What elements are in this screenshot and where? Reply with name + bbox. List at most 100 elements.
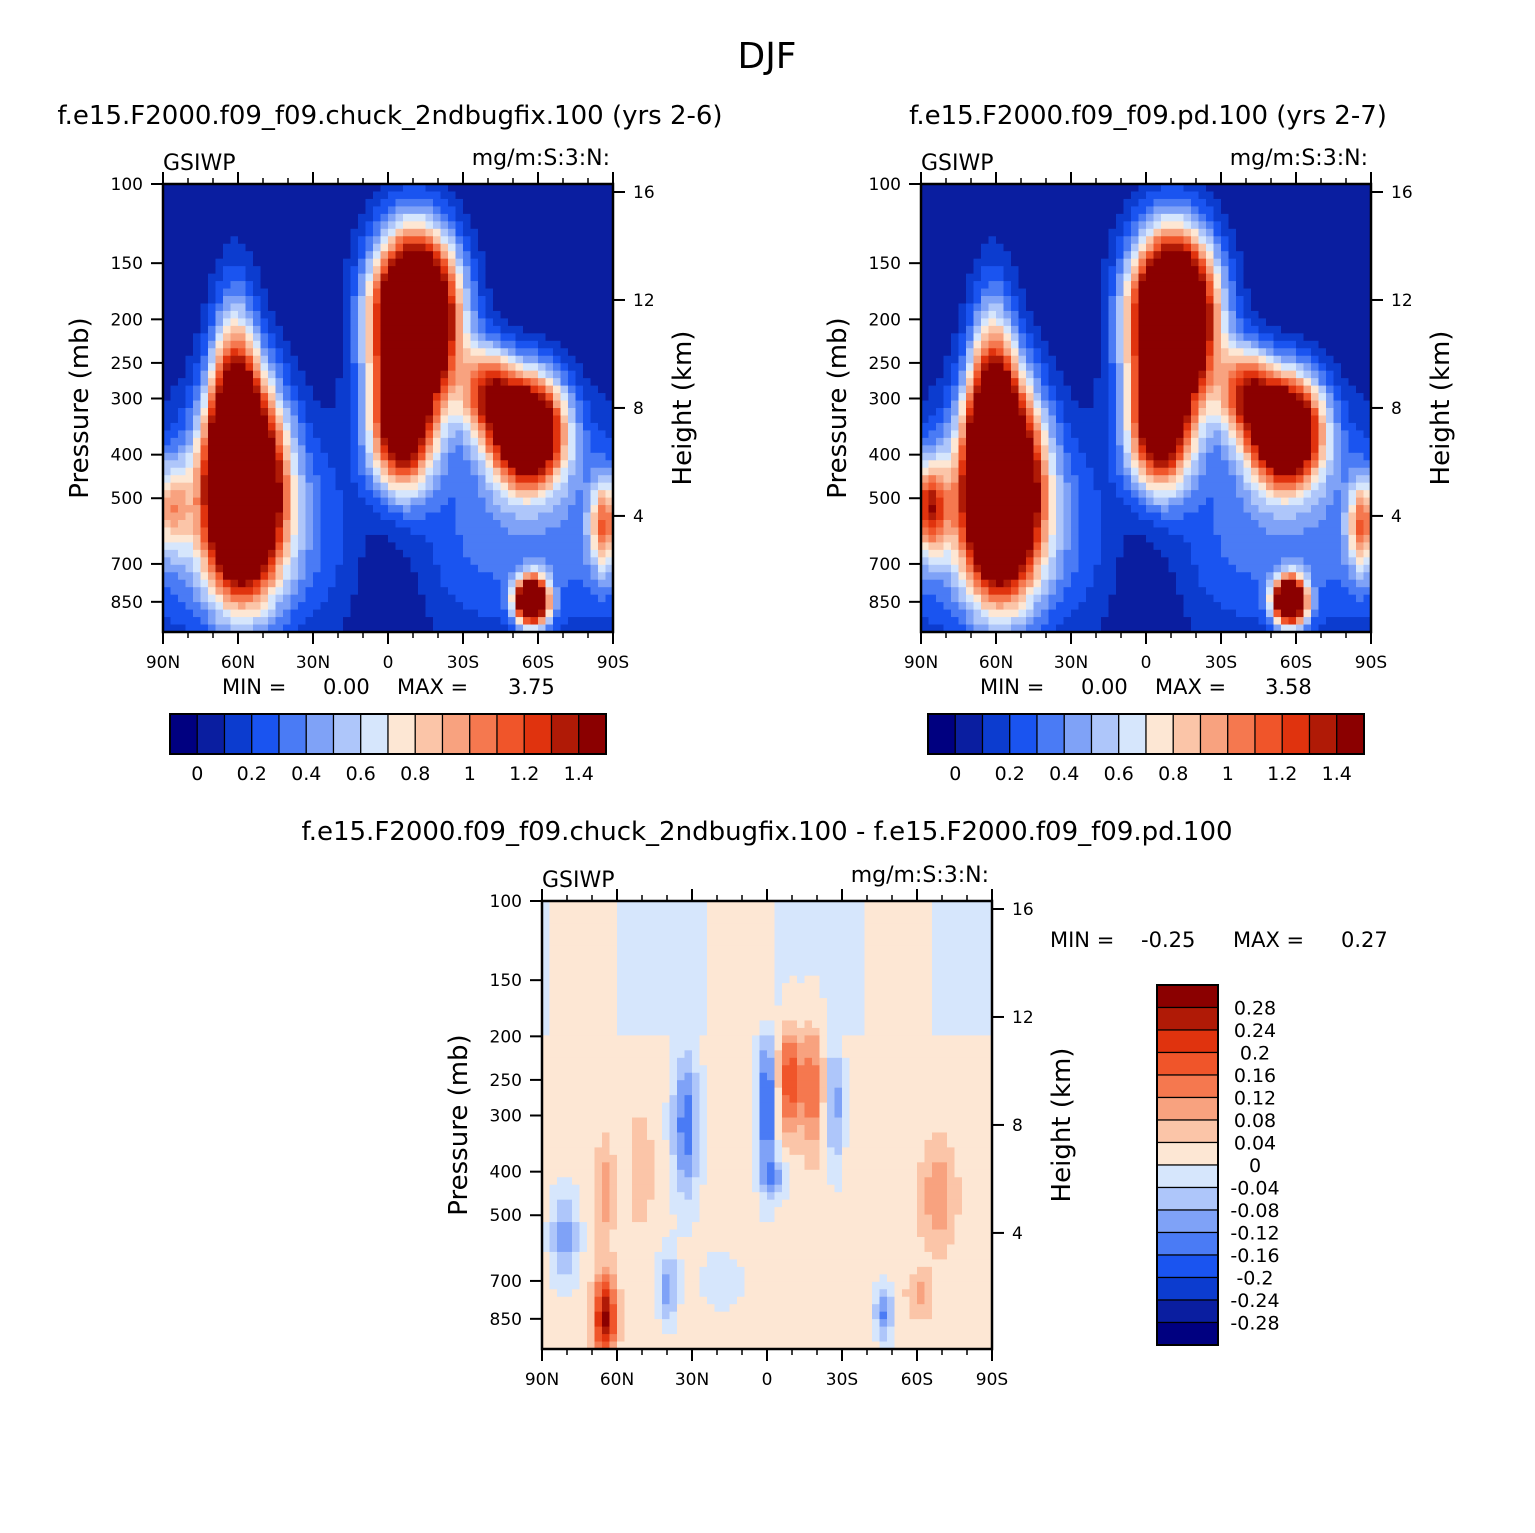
field-cell bbox=[560, 572, 569, 581]
field-cell bbox=[928, 378, 937, 387]
field-cell bbox=[515, 557, 524, 566]
field-cell bbox=[275, 325, 284, 334]
field-cell bbox=[200, 408, 209, 417]
field-cell bbox=[238, 505, 247, 514]
field-cell bbox=[283, 221, 292, 230]
field-cell bbox=[380, 393, 389, 402]
field-cell bbox=[223, 445, 232, 454]
field-cell bbox=[973, 273, 982, 282]
field-cell bbox=[328, 385, 337, 394]
field-cell bbox=[988, 624, 997, 633]
field-cell bbox=[921, 482, 930, 491]
field-cell bbox=[500, 333, 509, 342]
field-cell bbox=[966, 325, 975, 334]
field-cell bbox=[560, 467, 569, 476]
field-cell bbox=[455, 572, 464, 581]
field-cell bbox=[470, 273, 479, 282]
field-cell bbox=[193, 505, 202, 514]
field-cell bbox=[515, 617, 524, 626]
field-cell bbox=[1003, 542, 1012, 551]
field-cell bbox=[988, 296, 997, 305]
field-cell bbox=[1011, 475, 1020, 484]
field-cell bbox=[425, 400, 434, 409]
field-cell bbox=[973, 579, 982, 588]
field-cell bbox=[1063, 340, 1072, 349]
field-cell bbox=[943, 228, 952, 237]
field-cell bbox=[328, 542, 337, 551]
field-cell bbox=[500, 355, 509, 364]
field-cell bbox=[433, 228, 442, 237]
field-cell bbox=[1063, 273, 1072, 282]
field-cell bbox=[403, 266, 412, 275]
field-cell bbox=[515, 475, 524, 484]
field-cell bbox=[253, 273, 262, 282]
field-cell bbox=[1048, 378, 1057, 387]
field-cell bbox=[365, 281, 374, 290]
field-cell bbox=[508, 572, 517, 581]
field-cell bbox=[223, 370, 232, 379]
field-cell bbox=[208, 236, 217, 245]
field-cell bbox=[395, 400, 404, 409]
field-cell bbox=[350, 460, 359, 469]
field-cell bbox=[500, 393, 509, 402]
field-cell bbox=[395, 445, 404, 454]
field-cell bbox=[1003, 594, 1012, 603]
field-cell bbox=[973, 594, 982, 603]
field-cell bbox=[350, 221, 359, 230]
field-cell bbox=[966, 266, 975, 275]
field-cell bbox=[1026, 191, 1035, 200]
field-cell bbox=[185, 594, 194, 603]
field-cell bbox=[365, 378, 374, 387]
y-right-tick-label: 8 bbox=[633, 399, 644, 419]
field-cell bbox=[163, 482, 172, 491]
field-cell bbox=[996, 497, 1005, 506]
field-cell bbox=[1063, 460, 1072, 469]
field-cell bbox=[1056, 497, 1065, 506]
field-cell bbox=[981, 273, 990, 282]
field-cell bbox=[508, 497, 517, 506]
field-cell bbox=[568, 467, 577, 476]
field-cell bbox=[328, 340, 337, 349]
field-cell bbox=[208, 482, 217, 491]
field-cell bbox=[605, 363, 614, 372]
field-cell bbox=[553, 557, 562, 566]
field-cell bbox=[583, 251, 592, 260]
field-cell bbox=[598, 542, 607, 551]
field-cell bbox=[996, 333, 1005, 342]
field-cell bbox=[936, 184, 945, 193]
field-cell bbox=[568, 393, 577, 402]
field-cell bbox=[433, 430, 442, 439]
field-cell bbox=[981, 572, 990, 581]
field-cell bbox=[395, 184, 404, 193]
field-cell bbox=[163, 609, 172, 618]
field-cell bbox=[163, 281, 172, 290]
field-cell bbox=[290, 281, 299, 290]
field-cell bbox=[478, 557, 487, 566]
field-cell bbox=[208, 520, 217, 529]
field-cell bbox=[215, 505, 224, 514]
field-cell bbox=[500, 296, 509, 305]
field-cell bbox=[163, 422, 172, 431]
field-cell bbox=[440, 363, 449, 372]
field-cell bbox=[200, 243, 209, 252]
field-cell bbox=[298, 609, 307, 618]
field-cell bbox=[1071, 213, 1080, 222]
field-cell bbox=[395, 340, 404, 349]
field-cell bbox=[996, 198, 1005, 207]
field-cell bbox=[1018, 475, 1027, 484]
field-cell bbox=[575, 557, 584, 566]
field-cell bbox=[185, 191, 194, 200]
field-cell bbox=[238, 520, 247, 529]
field-cell bbox=[538, 221, 547, 230]
field-cell bbox=[598, 437, 607, 446]
field-cell bbox=[523, 452, 532, 461]
field-cell bbox=[936, 370, 945, 379]
field-cell bbox=[538, 363, 547, 372]
field-cell bbox=[1063, 609, 1072, 618]
field-cell bbox=[388, 303, 397, 312]
field-cell bbox=[1048, 490, 1057, 499]
field-cell bbox=[1033, 318, 1042, 327]
field-cell bbox=[598, 310, 607, 319]
field-cell bbox=[590, 206, 599, 215]
field-cell bbox=[1003, 520, 1012, 529]
